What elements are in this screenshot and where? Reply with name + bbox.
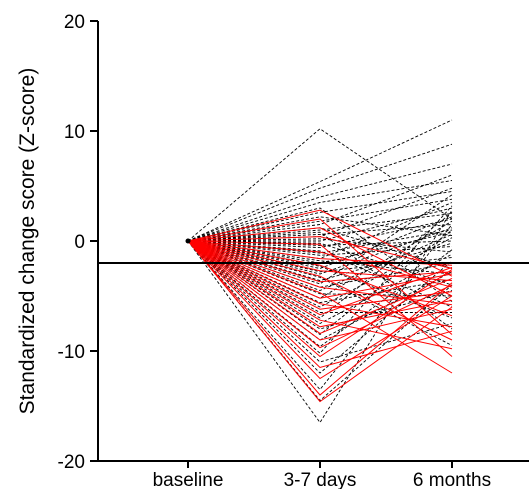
x-tick-label: 6 months [413, 470, 491, 489]
series-line-79 [187, 240, 453, 403]
series-line-72 [187, 240, 453, 334]
series-line-5 [187, 180, 453, 242]
series-line-14 [187, 224, 453, 242]
series-line-10 [187, 174, 453, 242]
series-line-47 [187, 205, 453, 354]
series-line-48 [187, 240, 453, 363]
series-line-73 [187, 240, 453, 341]
y-tick-label: 10 [64, 122, 85, 143]
x-tick-label: 3-7 days [284, 470, 357, 489]
series-line-7 [187, 191, 453, 242]
series-line-38 [187, 240, 453, 304]
series-line-6 [187, 207, 453, 302]
series-line-76 [187, 240, 453, 369]
series-line-74 [187, 240, 453, 349]
series-line-44 [187, 229, 453, 336]
series-line-25 [187, 240, 453, 275]
series-line-70 [187, 240, 453, 350]
series-line-23 [187, 240, 453, 256]
tick-layer: 20 10 0 -10 -20 baseline 3-7 days 6 months [58, 12, 492, 489]
series-line-53 [187, 209, 453, 277]
series-line-43 [187, 240, 453, 330]
series-line-50 [187, 224, 453, 391]
series-line-35 [187, 233, 453, 291]
series-line-22 [187, 229, 453, 254]
series-line-18 [187, 240, 453, 286]
x-tick-label: baseline [153, 470, 224, 489]
series-line-28 [187, 216, 453, 269]
series-line-3 [187, 143, 453, 242]
series-line-56 [187, 236, 453, 269]
series-line-33 [187, 194, 453, 285]
series-line-41 [187, 212, 453, 319]
series-line-20 [187, 218, 453, 249]
series-line-75 [187, 240, 453, 358]
series-line-21 [187, 240, 453, 308]
y-tick-label: -10 [58, 342, 85, 363]
series-line-77 [187, 240, 453, 380]
series-layer [185, 119, 453, 424]
series-line-2 [187, 119, 453, 242]
y-tick-label: 0 [74, 232, 85, 253]
baseline-origin-point [185, 238, 191, 244]
y-tick-label: -20 [58, 452, 85, 473]
series-line-9 [187, 198, 453, 242]
y-tick-label: 20 [64, 12, 85, 33]
series-line-63 [187, 240, 453, 283]
series-line-69 [187, 240, 453, 316]
series-line-66 [187, 240, 453, 299]
series-line-71 [187, 240, 453, 328]
series-line-19 [187, 240, 453, 246]
series-line-65 [187, 240, 453, 374]
series-line-4 [187, 163, 453, 242]
series-line-39 [187, 237, 453, 308]
series-line-1 [187, 128, 453, 242]
series-line-15 [187, 187, 453, 242]
series-line-61 [187, 240, 453, 282]
series-line-78 [187, 240, 453, 396]
series-line-17 [188, 207, 453, 242]
y-axis-title: Standardized change score (Z-score) [16, 68, 39, 415]
series-line-54 [187, 218, 453, 335]
series-line-51 [187, 240, 453, 402]
series-line-40 [187, 240, 452, 313]
series-line-52 [187, 209, 453, 424]
series-line-30 [187, 227, 453, 275]
series-line-55 [187, 227, 453, 297]
